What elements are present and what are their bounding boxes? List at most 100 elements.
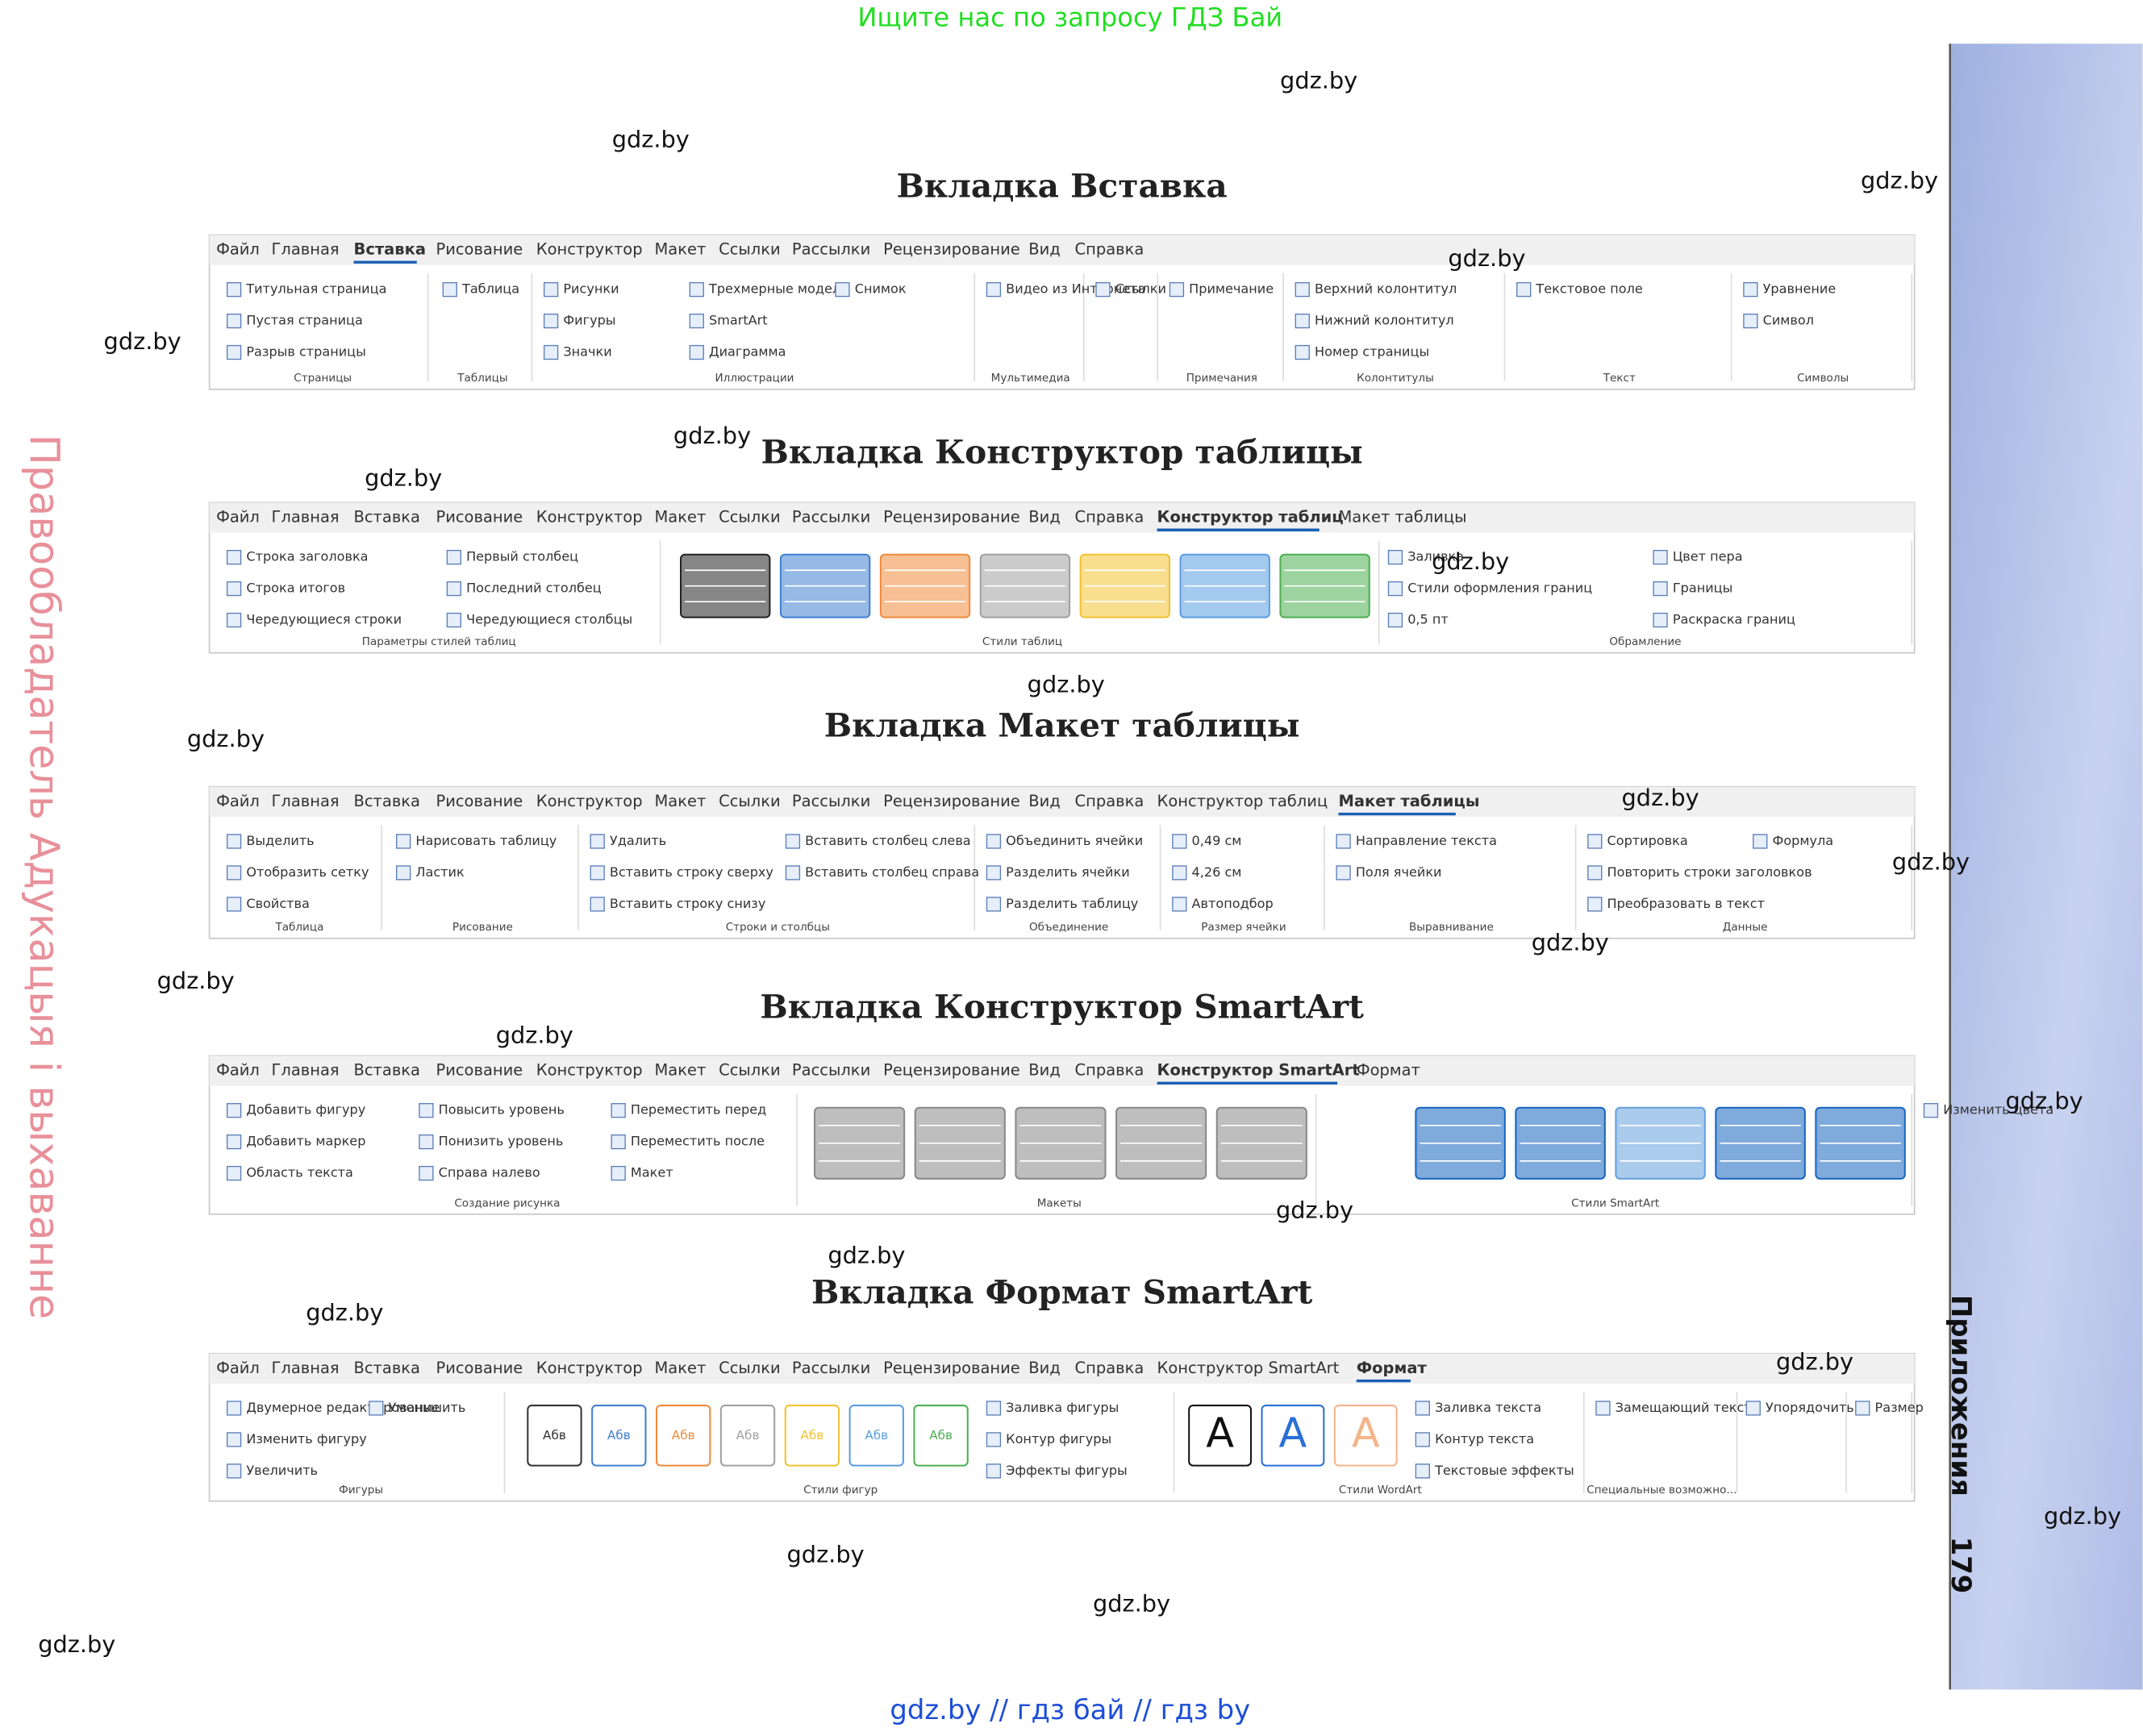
ribbon-tab[interactable]: Конструктор bbox=[536, 239, 643, 258]
ribbon-tab[interactable]: Главная bbox=[272, 1061, 340, 1080]
ribbon-tab[interactable]: Конструктор bbox=[536, 1359, 643, 1377]
command-label[interactable]: Поля ячейки bbox=[1356, 864, 1442, 880]
command-label[interactable]: Видео из Интернета bbox=[1006, 281, 1145, 297]
command-label[interactable]: Заливка фигуры bbox=[1006, 1400, 1119, 1415]
command-label[interactable]: Снимок bbox=[855, 281, 907, 297]
command-label[interactable]: Макет bbox=[631, 1165, 673, 1180]
command-label[interactable]: Разделить таблицу bbox=[1006, 896, 1139, 911]
command-label[interactable]: Формула bbox=[1772, 833, 1833, 848]
ribbon-tab[interactable]: Рассылки bbox=[792, 508, 870, 527]
ribbon-tab[interactable]: Файл bbox=[216, 792, 260, 810]
ribbon-tab[interactable]: Вид bbox=[1028, 239, 1060, 258]
command-label[interactable]: Автоподбор bbox=[1192, 896, 1274, 911]
command-label[interactable]: Диаграмма bbox=[709, 344, 786, 360]
command-label[interactable]: Повысить уровень bbox=[439, 1102, 565, 1118]
ribbon-tab[interactable]: Конструктор SmartArt bbox=[1157, 1359, 1340, 1377]
command-label[interactable]: Двумерное редактирование bbox=[246, 1400, 440, 1415]
command-label[interactable]: Эффекты фигуры bbox=[1006, 1463, 1128, 1478]
command-label[interactable]: Вставить столбец справа bbox=[805, 864, 979, 880]
command-label[interactable]: Цвет пера bbox=[1673, 549, 1743, 564]
command-label[interactable]: Ссылки bbox=[1115, 281, 1166, 297]
ribbon-tab[interactable]: Рассылки bbox=[792, 239, 870, 258]
command-label[interactable]: Контур текста bbox=[1435, 1431, 1534, 1447]
command-label[interactable]: Границы bbox=[1673, 581, 1732, 596]
command-label[interactable]: Нижний колонтитул bbox=[1315, 313, 1454, 328]
ribbon-tab[interactable]: Рисование bbox=[436, 1359, 523, 1377]
command-label[interactable]: Первый столбец bbox=[466, 549, 578, 564]
ribbon-tab[interactable]: Рисование bbox=[436, 1061, 523, 1080]
command-label[interactable]: Сортировка bbox=[1607, 833, 1688, 848]
command-label[interactable]: Текстовые эффекты bbox=[1434, 1463, 1574, 1478]
style-swatch[interactable] bbox=[784, 1405, 840, 1467]
ribbon-tab[interactable]: Главная bbox=[272, 792, 340, 810]
ribbon-tab[interactable]: Главная bbox=[272, 508, 340, 527]
ribbon-tab[interactable]: Рассылки bbox=[792, 792, 870, 810]
ribbon-tab[interactable]: Справка bbox=[1075, 1359, 1144, 1377]
command-label[interactable]: Верхний колонтитул bbox=[1315, 281, 1457, 297]
ribbon-tab[interactable]: Ссылки bbox=[719, 508, 781, 527]
ribbon-tab[interactable]: Макет bbox=[655, 508, 707, 527]
ribbon-tab[interactable]: Рецензирование bbox=[883, 1061, 1020, 1080]
command-label[interactable]: Пустая страница bbox=[246, 313, 362, 328]
ribbon-tab[interactable]: Ссылки bbox=[719, 792, 781, 810]
ribbon-tab[interactable]: Ссылки bbox=[719, 1061, 781, 1080]
ribbon-tab[interactable]: Макет bbox=[655, 792, 707, 810]
ribbon-tab[interactable]: Рисование bbox=[436, 508, 523, 527]
ribbon-tab[interactable]: Макет bbox=[655, 239, 707, 258]
command-label[interactable]: Значки bbox=[563, 344, 611, 360]
command-label[interactable]: Изменить фигуру bbox=[246, 1431, 367, 1447]
ribbon-tab[interactable]: Конструктор bbox=[536, 792, 643, 810]
style-swatch[interactable] bbox=[848, 1405, 904, 1467]
ribbon-tab[interactable]: Рецензирование bbox=[883, 1359, 1020, 1377]
command-label[interactable]: Таблица bbox=[461, 281, 519, 297]
command-label[interactable]: Раскраска границ bbox=[1673, 612, 1795, 627]
ribbon-tab[interactable]: Файл bbox=[216, 508, 260, 527]
style-swatch[interactable] bbox=[719, 1405, 776, 1467]
command-label[interactable]: Титульная страница bbox=[245, 281, 386, 297]
command-label[interactable]: Удалить bbox=[610, 833, 666, 848]
ribbon-tab[interactable]: Макет bbox=[655, 1061, 707, 1080]
command-label[interactable]: Контур фигуры bbox=[1006, 1431, 1111, 1447]
command-label[interactable]: Добавить маркер bbox=[246, 1134, 365, 1149]
ribbon-tab[interactable]: Рисование bbox=[436, 239, 523, 258]
command-label[interactable]: Понизить уровень bbox=[439, 1134, 564, 1149]
ribbon-tab[interactable]: Вставка bbox=[354, 239, 426, 258]
command-label[interactable]: Переместить перед bbox=[631, 1102, 766, 1118]
command-label[interactable]: 4,26 см bbox=[1192, 864, 1242, 880]
command-label[interactable]: Заливка текста bbox=[1435, 1400, 1541, 1415]
command-label[interactable]: Свойства bbox=[246, 896, 310, 911]
ribbon-tab[interactable]: Вставка bbox=[354, 1359, 420, 1377]
ribbon-tab[interactable]: Вставка bbox=[354, 1061, 420, 1080]
ribbon-tab[interactable]: Конструктор таблиц bbox=[1157, 508, 1344, 527]
ribbon-tab[interactable]: Рецензирование bbox=[883, 508, 1020, 527]
command-label[interactable]: Направление текста bbox=[1356, 833, 1497, 848]
command-label[interactable]: Объединить ячейки bbox=[1006, 833, 1143, 848]
command-label[interactable]: Символ bbox=[1763, 313, 1814, 328]
ribbon-tab[interactable]: Рассылки bbox=[792, 1061, 870, 1080]
ribbon-tab[interactable]: Конструктор bbox=[536, 508, 643, 527]
style-swatch[interactable] bbox=[1188, 1405, 1252, 1467]
command-label[interactable]: Разрыв страницы bbox=[246, 344, 365, 360]
command-label[interactable]: Примечание bbox=[1189, 281, 1274, 297]
ribbon-tab[interactable]: Файл bbox=[216, 239, 260, 258]
command-label[interactable]: Заливка bbox=[1407, 549, 1464, 564]
command-label[interactable]: Замещающий текст bbox=[1616, 1400, 1752, 1415]
command-label[interactable]: Уравнение bbox=[1763, 281, 1837, 297]
command-label[interactable]: Размер bbox=[1875, 1400, 1924, 1415]
command-label[interactable]: Стили оформления границ bbox=[1407, 581, 1592, 596]
style-swatch[interactable] bbox=[1333, 1405, 1398, 1467]
command-label[interactable]: Повторить строки заголовков bbox=[1607, 864, 1812, 880]
style-swatch[interactable] bbox=[591, 1405, 647, 1467]
ribbon-tab[interactable]: Ссылки bbox=[719, 239, 781, 258]
ribbon-tab[interactable]: Конструктор таблиц bbox=[1157, 792, 1328, 810]
style-swatch[interactable] bbox=[656, 1405, 711, 1467]
ribbon-tab[interactable]: Вид bbox=[1028, 1061, 1060, 1080]
command-label[interactable]: Увеличить bbox=[246, 1463, 318, 1478]
style-swatch[interactable] bbox=[1261, 1405, 1325, 1467]
command-label[interactable]: Строка итогов bbox=[246, 581, 345, 596]
command-label[interactable]: Фигуры bbox=[563, 313, 615, 328]
command-label[interactable]: Вставить столбец слева bbox=[805, 833, 970, 848]
style-swatch[interactable] bbox=[913, 1405, 969, 1467]
command-label[interactable]: Нарисовать таблицу bbox=[415, 833, 557, 848]
command-label[interactable]: Чередующиеся столбцы bbox=[466, 612, 632, 627]
